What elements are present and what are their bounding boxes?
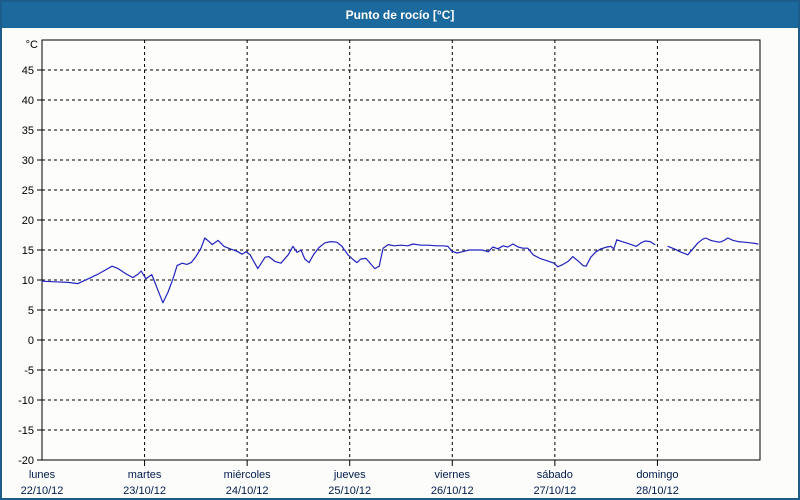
day-date-label: 24/10/12 [226, 485, 269, 497]
y-tick-label: -5 [24, 365, 34, 377]
y-axis-unit-label: °C [26, 39, 38, 51]
plot-area: 45 40 35 30 25 20 15 10 5 0 -5 -10 -15 -20 °C lunes 22/1… [2, 28, 798, 498]
dewpoint-chart: 45 40 35 30 25 20 15 10 5 0 -5 -10 -15 -20 °C lunes 22/1… [18, 39, 761, 497]
y-tick-label: 10 [22, 275, 34, 287]
y-tick-label: 40 [22, 95, 34, 107]
y-tick-label: 25 [22, 185, 34, 197]
plot-border [41, 39, 761, 461]
chart-title: Punto de rocío [°C] [345, 8, 455, 22]
day-date-label: 27/10/12 [533, 485, 576, 497]
day-name-label: martes [128, 469, 162, 481]
y-tick-label: 0 [28, 335, 34, 347]
y-tick-label: 30 [22, 155, 34, 167]
day-date-label: 25/10/12 [328, 485, 371, 497]
day-name-label: lunes [29, 469, 56, 481]
day-date-label: 26/10/12 [431, 485, 474, 497]
y-tick-label: 35 [22, 125, 34, 137]
day-name-label: miércoles [224, 469, 272, 481]
plot-background [42, 40, 760, 460]
day-date-label: 23/10/12 [123, 485, 166, 497]
day-date-label: 28/10/12 [636, 485, 679, 497]
y-tick-label: 15 [22, 245, 34, 257]
dewpoint-series-line [41, 237, 759, 304]
title-bar: Punto de rocío [°C] [2, 2, 798, 28]
y-tick-label: -10 [18, 395, 34, 407]
day-name-label: jueves [333, 469, 366, 481]
y-tick-label: 20 [22, 215, 34, 227]
day-name-label: domingo [636, 469, 678, 481]
y-tick-label: 45 [22, 65, 34, 77]
day-name-label: sábado [537, 469, 573, 481]
y-tick-label: 5 [28, 305, 34, 317]
y-tick-label: -15 [18, 425, 34, 437]
day-name-label: viernes [435, 469, 471, 481]
day-date-label: 22/10/12 [21, 485, 64, 497]
y-tick-label: -20 [18, 455, 34, 467]
